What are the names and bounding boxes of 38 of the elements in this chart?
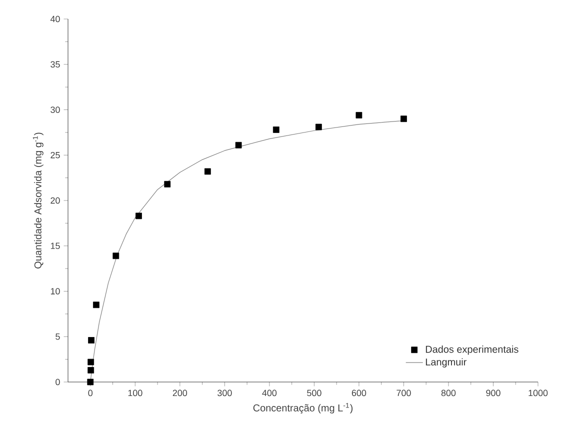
point: [87, 378, 94, 386]
x-tick-label: 0: [88, 390, 93, 396]
y-tick-label: 15: [50, 242, 60, 250]
y-tick-label: 35: [50, 61, 60, 68]
point: [400, 116, 407, 122]
x-tick-label: 700: [396, 390, 411, 396]
x-tick-label: 500: [307, 390, 322, 396]
point: [164, 180, 171, 188]
x-tick-label: 600: [352, 390, 366, 396]
x-tick-label: 300: [218, 390, 232, 396]
point: [88, 337, 94, 344]
legend-label: Dados experimentais: [426, 346, 518, 355]
x-tick-label: 400: [262, 390, 277, 396]
point: [88, 367, 94, 374]
y-tick-label: 25: [50, 152, 60, 158]
x-tick-label: 200: [172, 390, 188, 396]
x-tick-label: 800: [441, 390, 456, 396]
x-tick-label: 1000: [528, 390, 548, 396]
x-axis-title: Concentração (mg L$^{-1}$): [253, 402, 353, 414]
point: [112, 252, 120, 260]
x-tick-label: 900: [486, 390, 500, 396]
y-tick-label: 10: [50, 288, 60, 294]
y-tick-label: 0: [56, 378, 60, 386]
point: [235, 142, 242, 148]
x-tick-label: 100: [128, 390, 142, 396]
point: [88, 358, 94, 366]
point: [136, 212, 142, 220]
y-tick-label: 30: [50, 106, 60, 113]
legend-label: Langmuir: [426, 358, 466, 368]
point: [356, 112, 362, 118]
point: [272, 126, 280, 133]
point: [204, 168, 211, 175]
point: [315, 124, 322, 130]
y-axis-title: Quantidade Adsorvida (mg g$^{-1}$): [32, 132, 44, 268]
y-tick-label: 5: [56, 333, 60, 340]
y-tick-label: 40: [50, 16, 60, 22]
point: [93, 302, 100, 308]
y-tick-label: 20: [50, 197, 60, 204]
